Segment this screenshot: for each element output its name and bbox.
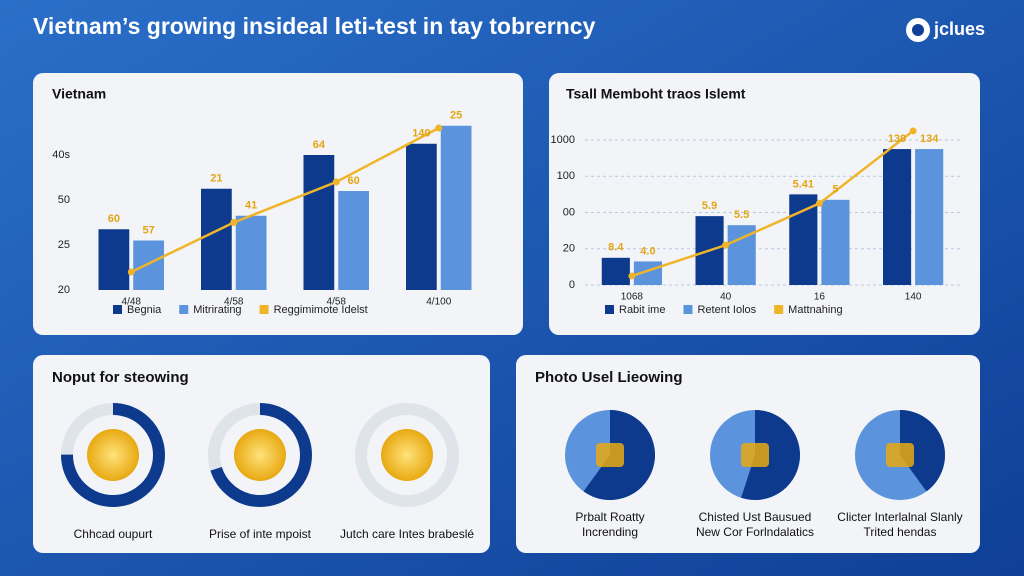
annotation: 8.4: [608, 242, 624, 254]
coin: [234, 429, 286, 481]
pie-slice: [900, 410, 945, 492]
bar: [915, 149, 944, 285]
annotation: 5: [832, 184, 838, 196]
legend-swatch: [113, 305, 122, 314]
bar: [883, 149, 912, 285]
line: [130, 126, 440, 274]
legend-swatch: [605, 305, 614, 314]
legend-label: Reggimimote Idelst: [274, 304, 368, 316]
annotation: 60: [348, 175, 360, 187]
annotation: 5.9: [702, 200, 717, 212]
line-point: [722, 241, 730, 249]
bar: [98, 229, 130, 290]
bar: [440, 125, 472, 290]
y-tick-label: 50: [58, 194, 70, 206]
x-tick-label: 4/58: [327, 297, 347, 308]
line-point: [815, 199, 823, 207]
y-tick-label: 25: [58, 239, 70, 251]
coin: [87, 429, 139, 481]
icon: [886, 443, 914, 467]
legend-swatch: [774, 305, 784, 314]
pie-label: Prbalt Roatty Incrending: [575, 510, 644, 539]
coin: [381, 429, 433, 481]
legend-label: Rabit ime: [619, 304, 665, 316]
donut-track: [355, 403, 459, 507]
line: [631, 129, 914, 278]
icon: [741, 443, 769, 467]
logo-icon-inner: [912, 24, 924, 36]
x-tick-label: 1068: [621, 292, 644, 303]
legend-swatch: [259, 305, 269, 314]
y-tick-label: 1000: [551, 134, 575, 146]
panel-title: Noput for steowing: [52, 369, 189, 386]
annotation: 41: [245, 200, 257, 212]
donut-label: Chhcad oupurt: [74, 527, 153, 541]
y-tick-label: 20: [563, 243, 575, 255]
bar: [303, 155, 335, 290]
bar: [406, 143, 437, 290]
annotation: 5.41: [793, 178, 814, 190]
legend-label: Mitrirating: [193, 304, 241, 316]
annotation: 57: [143, 224, 155, 236]
annotation: 21: [210, 173, 222, 185]
legend-label: Begnia: [127, 304, 162, 316]
annotation: 4.0: [640, 245, 655, 257]
legend-swatch: [179, 305, 189, 314]
annotation: 134: [920, 133, 939, 145]
x-tick-label: 140: [905, 292, 922, 303]
page-title: Vietnam’s growing insideal leti-test in …: [33, 13, 596, 39]
pie-label: Chisted Ust Bausued New Cor Forlndalatics: [696, 510, 814, 539]
annotation: 140: [412, 128, 430, 140]
line-point: [435, 124, 443, 132]
donut-arc: [208, 403, 312, 507]
x-tick-label: 40: [720, 292, 732, 303]
bar: [201, 188, 232, 290]
y-tick-label: 00: [563, 206, 575, 218]
annotation: 25: [450, 110, 462, 122]
x-tick-label: 4/100: [426, 297, 451, 308]
donut-label: Jutch care Intes brabeslé: [340, 527, 474, 541]
y-tick-label: 100: [557, 170, 575, 182]
annotation: 64: [313, 139, 326, 151]
legend-swatch: [683, 305, 693, 314]
x-tick-label: 4/58: [224, 297, 244, 308]
bar: [821, 199, 850, 285]
bar: [338, 191, 369, 290]
icon: [596, 443, 624, 467]
donut-label: Prise of inte mpoist: [209, 527, 312, 541]
annotation: 60: [108, 213, 120, 225]
y-tick-label: 0: [569, 279, 575, 291]
legend-label: Mattnahing: [788, 304, 842, 316]
y-tick-label: 40s: [52, 149, 70, 161]
bar: [601, 257, 630, 285]
legend-label: Retent Iolos: [697, 304, 756, 316]
pie-label: Clicter Interlalnal Slanly Trited hendas: [837, 510, 962, 539]
annotation: 5.5: [734, 209, 749, 221]
chart-title: Tsall Memboht traos Islemt: [566, 86, 746, 102]
donut-arc: [61, 403, 165, 507]
bar: [789, 194, 818, 285]
chart-title: Vietnam: [52, 86, 106, 102]
line-point: [230, 219, 238, 226]
y-tick-label: 20: [58, 284, 70, 296]
line-point: [909, 127, 917, 135]
bar: [235, 215, 267, 290]
annotation: 130: [888, 133, 906, 145]
logo: jclues: [933, 19, 985, 39]
panel-title: Photo Usel Lieowing: [535, 369, 683, 386]
x-tick-label: 4/48: [122, 297, 142, 308]
bar: [133, 240, 164, 290]
pie-slice: [741, 409, 800, 500]
line-point: [628, 272, 636, 280]
x-tick-label: 16: [814, 292, 826, 303]
line-point: [127, 268, 135, 276]
line-point: [332, 178, 340, 186]
